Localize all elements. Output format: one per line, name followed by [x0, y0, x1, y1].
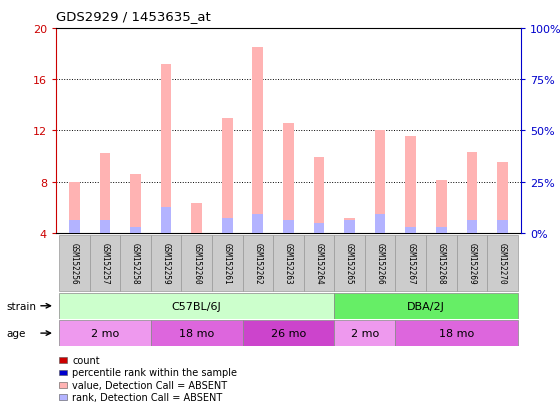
- Bar: [253, 214, 263, 233]
- Text: GSM152257: GSM152257: [100, 242, 109, 284]
- Text: GSM152256: GSM152256: [70, 242, 79, 284]
- Text: GSM152269: GSM152269: [468, 242, 477, 284]
- Bar: [242, 235, 273, 291]
- Bar: [497, 221, 508, 233]
- Bar: [334, 320, 395, 346]
- Bar: [59, 235, 90, 291]
- Bar: [395, 320, 518, 346]
- Text: strain: strain: [7, 301, 37, 311]
- Text: GSM152263: GSM152263: [284, 242, 293, 284]
- Bar: [222, 119, 232, 233]
- Text: rank, Detection Call = ABSENT: rank, Detection Call = ABSENT: [72, 392, 222, 402]
- Bar: [314, 223, 324, 233]
- Bar: [161, 65, 171, 233]
- Bar: [192, 204, 202, 233]
- Text: 18 mo: 18 mo: [179, 328, 214, 338]
- Text: GSM152266: GSM152266: [376, 242, 385, 284]
- Text: 2 mo: 2 mo: [91, 328, 119, 338]
- Bar: [130, 175, 141, 233]
- Bar: [375, 131, 385, 233]
- Text: age: age: [7, 328, 26, 338]
- Text: GSM152261: GSM152261: [223, 242, 232, 284]
- Bar: [344, 221, 355, 233]
- Bar: [120, 235, 151, 291]
- Bar: [59, 320, 151, 346]
- Bar: [130, 227, 141, 233]
- Text: GSM152268: GSM152268: [437, 242, 446, 284]
- Bar: [151, 235, 181, 291]
- Bar: [69, 182, 80, 233]
- Bar: [466, 153, 477, 233]
- Bar: [90, 235, 120, 291]
- Text: GSM152262: GSM152262: [253, 242, 262, 284]
- Bar: [334, 235, 365, 291]
- Bar: [283, 221, 294, 233]
- Text: value, Detection Call = ABSENT: value, Detection Call = ABSENT: [72, 380, 227, 390]
- Text: 2 mo: 2 mo: [351, 328, 379, 338]
- Bar: [487, 235, 518, 291]
- Bar: [253, 48, 263, 233]
- Bar: [69, 221, 80, 233]
- Text: GDS2929 / 1453635_at: GDS2929 / 1453635_at: [56, 10, 211, 23]
- Bar: [344, 218, 355, 233]
- Bar: [273, 235, 304, 291]
- Bar: [375, 214, 385, 233]
- Text: C57BL/6J: C57BL/6J: [172, 301, 222, 311]
- Bar: [395, 235, 426, 291]
- Bar: [100, 221, 110, 233]
- Bar: [314, 158, 324, 233]
- Bar: [59, 293, 334, 319]
- Bar: [151, 320, 242, 346]
- Bar: [365, 235, 395, 291]
- Text: GSM152267: GSM152267: [406, 242, 415, 284]
- Bar: [283, 123, 294, 233]
- Text: count: count: [72, 355, 100, 365]
- Bar: [242, 320, 334, 346]
- Text: GSM152259: GSM152259: [162, 242, 171, 284]
- Text: DBA/2J: DBA/2J: [407, 301, 445, 311]
- Bar: [405, 227, 416, 233]
- Text: percentile rank within the sample: percentile rank within the sample: [72, 368, 237, 377]
- Bar: [181, 235, 212, 291]
- Bar: [497, 163, 508, 233]
- Bar: [426, 235, 456, 291]
- Bar: [334, 293, 518, 319]
- Bar: [161, 208, 171, 233]
- Bar: [100, 154, 110, 233]
- Bar: [405, 136, 416, 233]
- Bar: [436, 227, 447, 233]
- Text: GSM152258: GSM152258: [131, 242, 140, 284]
- Bar: [456, 235, 487, 291]
- Text: 18 mo: 18 mo: [439, 328, 474, 338]
- Bar: [212, 235, 242, 291]
- Text: GSM152270: GSM152270: [498, 242, 507, 284]
- Bar: [222, 218, 232, 233]
- Bar: [466, 221, 477, 233]
- Text: GSM152265: GSM152265: [345, 242, 354, 284]
- Bar: [304, 235, 334, 291]
- Text: GSM152264: GSM152264: [315, 242, 324, 284]
- Text: 26 mo: 26 mo: [271, 328, 306, 338]
- Bar: [436, 181, 447, 233]
- Text: GSM152260: GSM152260: [192, 242, 201, 284]
